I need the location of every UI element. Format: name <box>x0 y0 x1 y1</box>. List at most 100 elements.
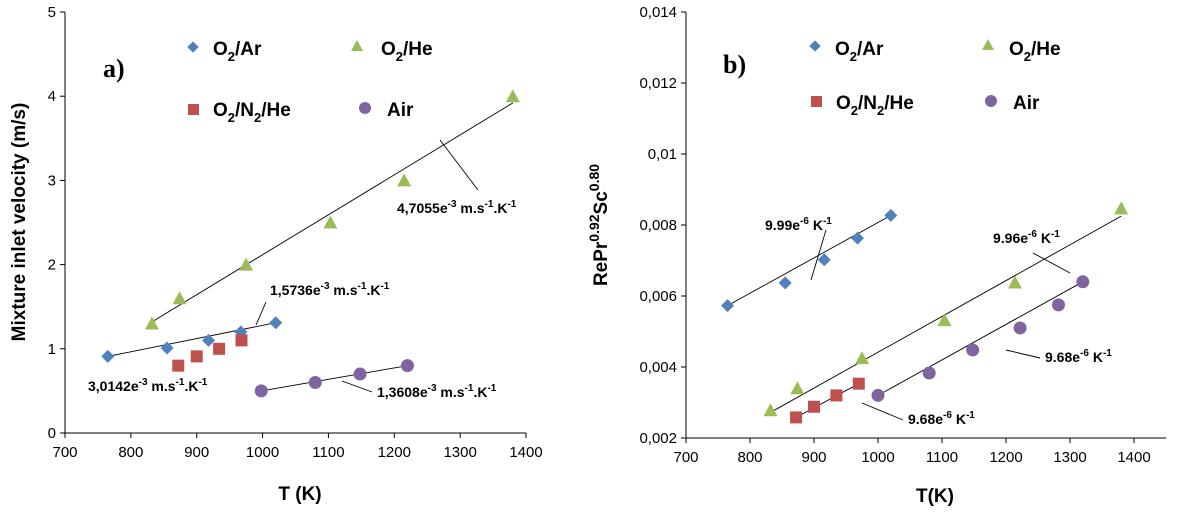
legend-label-o2he: O <box>381 39 396 60</box>
chart-b-fit-line-o2ar <box>727 215 892 306</box>
chart-a-point-o2n2he <box>213 342 226 355</box>
legend-label-o2n2he: O <box>213 100 228 121</box>
chart-b-point-o2n2he <box>790 411 803 424</box>
chart-b-x-tick-label: 900 <box>801 449 826 466</box>
chart-b-x-tick-label: 700 <box>673 449 698 466</box>
chart-a-point-o2he <box>323 215 338 229</box>
chart-a-y-tick-label: 5 <box>48 4 56 21</box>
chart-b-x-tick-label: 1000 <box>861 449 894 466</box>
chart-a-panel-label: a) <box>103 54 125 83</box>
chart-b-point-o2he <box>1007 275 1022 289</box>
chart-a-y-axis-label: Mixture inlet velocity (m/s) <box>9 103 30 342</box>
legend-marker-o2n2he <box>188 104 199 115</box>
annotation-o2ar-a: 1,5736e-3 m.s-1.K-1 <box>270 281 390 298</box>
chart-b-x-tick-label: 1300 <box>1053 449 1086 466</box>
chart-a-point-o2he <box>397 173 412 187</box>
chart-b-point-o2ar <box>817 253 831 267</box>
chart-b-point-o2he <box>790 381 805 395</box>
chart-b-point-o2ar <box>851 231 865 245</box>
legend-marker-o2he <box>351 40 363 51</box>
chart-a-x-axis-label: T (K) <box>278 484 321 505</box>
chart-b-point-o2n2he <box>852 377 865 390</box>
chart-a-y-tick-label: 4 <box>48 88 56 105</box>
chart-b-point-o2he <box>1114 201 1129 215</box>
chart-b-x-axis-label: T(K) <box>916 486 954 507</box>
chart-a-marks <box>101 89 520 398</box>
annotation-air-a: 1,3608e-3 m.s-1.K-1 <box>377 383 497 400</box>
legend-label-air-b: Air <box>1013 93 1040 114</box>
chart-b-y-tick-label: 0,002 <box>639 430 677 447</box>
chart-a-point-o2he <box>172 291 187 305</box>
svg-text:O2/Ar: O2/Ar <box>835 39 884 64</box>
chart-b-y-tick-label: 0,014 <box>639 4 677 21</box>
chart-b-panel-label: b) <box>723 50 746 79</box>
chart-b-x-tick-label: 1400 <box>1117 449 1150 466</box>
annotation-leader-o2ar-a <box>255 301 267 326</box>
chart-b-point-o2ar <box>778 276 792 290</box>
chart-a-fit-line-o2he <box>151 102 514 323</box>
legend-marker-o2he-b <box>982 39 994 50</box>
chart-a-point-o2he <box>505 89 520 103</box>
annotation-o2n2he-b: 9.68e-6 K-1 <box>908 410 975 427</box>
chart-b-point-o2ar <box>721 299 735 313</box>
chart-a-point-air <box>254 384 268 398</box>
annotation-o2he-b: 9.96e-6 K-1 <box>993 229 1060 246</box>
chart-a-y-tick-label: 0 <box>48 425 56 442</box>
annotation-leader-o2he-a <box>439 139 479 191</box>
legend-marker-air <box>359 102 371 114</box>
chart-a-y-ticks: 0 1 2 3 4 5 <box>48 4 65 442</box>
svg-text:O2/N2/He: O2/N2/He <box>213 100 291 125</box>
chart-b-y-ticks: 0,002 0,004 0,006 0,008 0,01 0,012 0,014 <box>639 4 686 447</box>
chart-b-point-o2he <box>763 403 778 417</box>
chart-a-point-o2n2he <box>190 350 203 363</box>
chart-b-point-air <box>966 343 980 357</box>
chart-b-fit-line-o2he <box>770 215 1122 413</box>
annotation-leader-o2he-b <box>1032 252 1071 274</box>
legend-marker-o2ar <box>187 41 199 53</box>
chart-a-legend: O2/Ar O2/He O2/N2/He Air <box>187 39 433 125</box>
chart-a-x-tick-label: 700 <box>52 444 77 461</box>
annotation-o2he-a: 4,7055e-3 m.s-1.K-1 <box>397 199 517 216</box>
chart-b-point-air <box>1051 298 1065 312</box>
chart-b-point-air <box>871 388 885 402</box>
chart-a-point-o2ar <box>202 333 216 347</box>
chart-a-x-tick-label: 1200 <box>378 444 411 461</box>
svg-text:O2/He: O2/He <box>1009 39 1061 64</box>
legend-label-o2he-b: O <box>1009 39 1024 60</box>
chart-b-y-tick-label: 0,01 <box>648 146 677 163</box>
chart-b-point-o2n2he <box>830 389 843 402</box>
legend-marker-air-b <box>985 95 997 107</box>
chart-a-x-tick-label: 1300 <box>443 444 476 461</box>
chart-a-fit-line-air <box>261 365 408 392</box>
chart-b-legend-item-o2he: O2/He <box>982 39 1061 64</box>
chart-a-point-air <box>353 367 367 381</box>
chart-b: 0,002 0,004 0,006 0,008 0,01 0,012 0,014 700 80… <box>586 4 1166 507</box>
chart-a-fit-line-o2ar <box>107 322 276 357</box>
chart-b-x-ticks: 700 800 900 1000 1100 1200 1300 1400 <box>673 438 1151 466</box>
chart-a-point-o2ar <box>101 349 115 363</box>
chart-a-point-o2ar <box>269 316 283 330</box>
chart-b-legend-item-o2ar: O2/Ar <box>809 39 884 64</box>
chart-b-y-tick-label: 0,004 <box>639 359 677 376</box>
chart-b-marks <box>721 201 1129 424</box>
chart-a-point-o2n2he <box>172 359 185 372</box>
chart-a-y-tick-label: 2 <box>48 257 56 274</box>
annotation-leader-air-b <box>1005 349 1041 359</box>
svg-text:O2/N2/He: O2/N2/He <box>836 93 914 118</box>
chart-b-y-tick-label: 0,008 <box>639 217 677 234</box>
annotation-o2ar-b: 9.99e-6 K-1 <box>765 216 832 233</box>
chart-b-fit-lines <box>727 215 1122 418</box>
chart-a-y-tick-label: 3 <box>48 172 56 189</box>
chart-b-x-tick-label: 1200 <box>989 449 1022 466</box>
chart-a-point-o2he <box>144 316 159 330</box>
chart-a-x-tick-label: 900 <box>184 444 209 461</box>
svg-text:O2/He: O2/He <box>381 39 433 64</box>
chart-b-x-tick-label: 1100 <box>926 449 958 466</box>
annotation-leader-o2n2he-b <box>861 402 904 421</box>
legend-label-o2ar-b: O <box>835 39 850 60</box>
chart-a-fit-lines <box>107 102 514 392</box>
chart-b-legend: O2/Ar O2/He O2/N2/He Air <box>809 39 1061 118</box>
chart-b-point-o2ar <box>884 208 898 222</box>
chart-a-point-o2n2he <box>235 334 248 347</box>
